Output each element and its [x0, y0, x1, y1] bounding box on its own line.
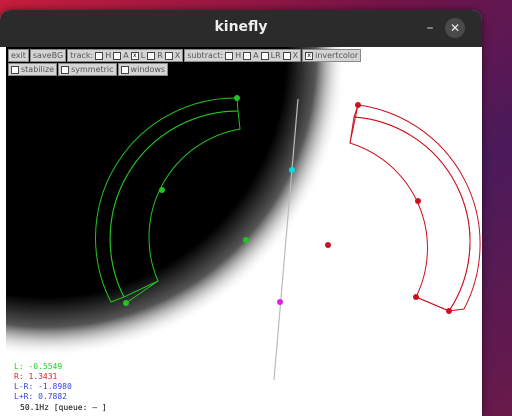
- invertcolor-label: invertcolor: [315, 51, 359, 60]
- track-a-checkbox[interactable]: [113, 51, 122, 60]
- subtract-h-checkbox[interactable]: [225, 51, 234, 60]
- subtract-lr-label: LR: [270, 51, 281, 60]
- windows-toggle[interactable]: windows: [117, 63, 169, 76]
- right-wing-handle-bottom[interactable]: [446, 308, 452, 314]
- fly-body-image: [6, 47, 346, 357]
- exit-button[interactable]: exit: [8, 49, 29, 62]
- symmetric-label: symmetric: [71, 65, 114, 74]
- left-wing-sector[interactable]: [95, 97, 241, 304]
- symmetric-toggle[interactable]: symmetric: [58, 63, 117, 76]
- track-group: track: H A L R X: [67, 49, 184, 62]
- track-h-label: H: [105, 51, 112, 60]
- track-r-label: R: [157, 51, 163, 60]
- track-l-label: L: [140, 51, 146, 60]
- subtract-lr-checkbox[interactable]: [260, 51, 269, 60]
- symmetric-checkbox[interactable]: [61, 65, 70, 74]
- subtract-x-checkbox[interactable]: [282, 51, 291, 60]
- body-axis-line: [273, 98, 299, 381]
- invertcolor-toggle[interactable]: invertcolor: [302, 49, 362, 62]
- invertcolor-checkbox[interactable]: [305, 51, 314, 60]
- right-wing-handle-top[interactable]: [355, 102, 361, 108]
- sum-readout: L+R: 0.7882: [14, 392, 67, 401]
- title-bar[interactable]: kinefly – ✕: [0, 10, 482, 47]
- window-title: kinefly: [214, 19, 268, 35]
- app-window: kinefly – ✕: [0, 10, 482, 416]
- track-h-checkbox[interactable]: [95, 51, 104, 60]
- left-angle-readout: L: -0.5549: [14, 362, 63, 371]
- track-label: track:: [70, 51, 94, 60]
- stabilize-checkbox[interactable]: [11, 65, 19, 74]
- track-x-checkbox[interactable]: [164, 51, 173, 60]
- savebg-button[interactable]: saveBG: [29, 49, 67, 62]
- savebg-label: saveBG: [32, 51, 64, 60]
- windows-label: windows: [130, 65, 166, 74]
- subtract-a-checkbox[interactable]: [243, 51, 252, 60]
- subtract-group: subtract: H A LR X: [184, 49, 302, 62]
- right-wing-edge-point[interactable]: [415, 198, 421, 204]
- track-r-checkbox[interactable]: [147, 51, 156, 60]
- camera-view: [6, 47, 482, 416]
- left-wing-handle-bottom[interactable]: [123, 300, 129, 306]
- toolbar-row-1: exit saveBG track: H A L R X subtract: H…: [8, 49, 362, 62]
- left-wing-handle-top[interactable]: [234, 95, 240, 101]
- subtract-h-label: H: [235, 51, 242, 60]
- abdomen-point[interactable]: [277, 299, 283, 305]
- rate-readout: 50.1Hz [queue: — ]: [20, 403, 107, 412]
- left-wing-edge-point[interactable]: [159, 187, 165, 193]
- close-button[interactable]: ✕: [445, 18, 465, 38]
- right-wing-inner-point[interactable]: [413, 294, 419, 300]
- video-canvas[interactable]: exit saveBG track: H A L R X subtract: H…: [6, 47, 482, 416]
- stabilize-label: stabilize: [21, 65, 55, 74]
- subtract-label: subtract:: [187, 51, 224, 60]
- subtract-x-label: X: [292, 51, 299, 60]
- right-angle-readout: R: 1.3431: [14, 372, 58, 381]
- exit-label: exit: [11, 51, 26, 60]
- stabilize-toggle[interactable]: stabilize: [8, 63, 58, 76]
- windows-checkbox[interactable]: [120, 65, 129, 74]
- head-point[interactable]: [289, 167, 295, 173]
- track-a-label: A: [123, 51, 129, 60]
- left-wing-hinge-point[interactable]: [243, 237, 249, 243]
- track-l-checkbox[interactable]: [130, 51, 139, 60]
- track-x-label: X: [174, 51, 181, 60]
- diff-readout: L-R: -1.8980: [14, 382, 72, 391]
- minimize-button[interactable]: –: [426, 20, 434, 36]
- right-wing-hinge-point[interactable]: [325, 242, 331, 248]
- subtract-a-label: A: [253, 51, 259, 60]
- toolbar-row-2: stabilize symmetric windows: [8, 63, 169, 76]
